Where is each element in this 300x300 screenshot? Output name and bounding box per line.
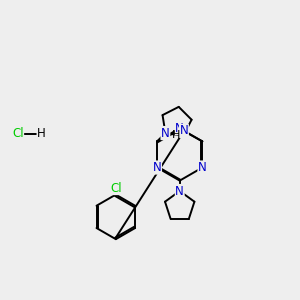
- Text: N: N: [180, 124, 188, 137]
- Text: N: N: [198, 161, 207, 174]
- Text: H: H: [172, 130, 181, 140]
- Text: Cl: Cl: [110, 182, 122, 194]
- Text: H: H: [37, 127, 46, 140]
- Text: N: N: [175, 122, 184, 135]
- Text: N: N: [153, 161, 161, 174]
- Text: N: N: [175, 184, 184, 197]
- Text: Cl: Cl: [12, 127, 23, 140]
- Text: N: N: [161, 127, 170, 140]
